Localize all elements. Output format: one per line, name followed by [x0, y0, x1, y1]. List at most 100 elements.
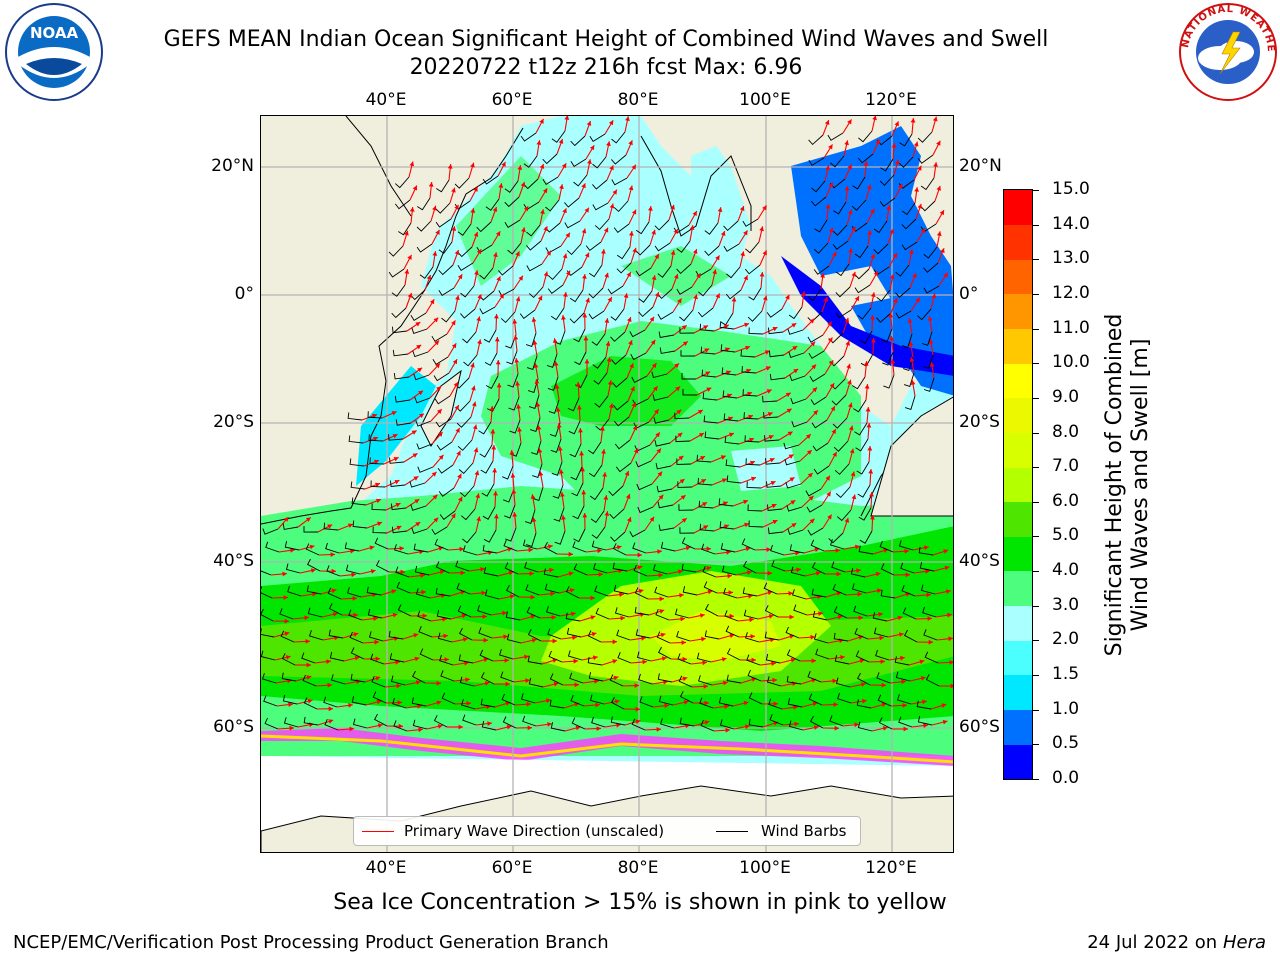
wave-arrow-head	[482, 614, 487, 619]
wave-arrow-head	[868, 469, 874, 474]
wind-barb	[305, 543, 320, 556]
wind-barb	[607, 285, 624, 295]
wave-arrow-head	[553, 681, 559, 687]
wind-barb	[479, 444, 493, 458]
wave-arrow-head	[815, 571, 821, 576]
wave-arrow-head	[481, 590, 486, 596]
wave-arrow-head	[374, 459, 379, 465]
wind-barb	[588, 264, 603, 278]
wind-barb	[747, 310, 763, 322]
wind-barb	[592, 179, 608, 190]
wind-barb	[547, 284, 564, 295]
wave-arrow-head	[926, 592, 931, 598]
wave-arrow-head	[514, 358, 520, 363]
wave-arrow-head	[764, 350, 770, 355]
wave-arrow-head	[840, 655, 845, 660]
wind-barb	[767, 327, 784, 335]
wind-barb	[698, 675, 713, 686]
wave-arrow-head	[422, 613, 427, 619]
wave-arrow-head	[721, 478, 727, 483]
wave-arrow-head	[590, 595, 595, 601]
wave-arrow-head	[703, 684, 708, 689]
wave-arrow-head	[452, 359, 458, 365]
wave-arrow-head	[581, 490, 587, 495]
wind-barb	[682, 388, 698, 396]
wind-barb	[786, 505, 803, 512]
wind-barb	[697, 307, 714, 318]
wind-barb	[523, 178, 539, 190]
colorbar-cell	[1004, 501, 1032, 537]
wave-direction-label: Primary Wave Direction (unscaled)	[404, 822, 665, 840]
wave-arrow-head	[288, 702, 293, 707]
wave-arrow-head	[552, 338, 558, 343]
wave-arrow-head	[347, 523, 353, 528]
wave-arrow-head	[680, 616, 685, 622]
wind-barb	[880, 563, 895, 576]
wave-arrow-head	[749, 617, 754, 623]
lon-tick-top: 60°E	[491, 90, 533, 110]
wave-arrow-head	[787, 431, 793, 436]
wave-arrow-head	[391, 411, 397, 416]
lat-tick-right: 0°	[959, 284, 979, 304]
wave-arrow-head	[834, 725, 839, 731]
wave-arrow-head	[568, 551, 573, 557]
wave-arrow-head	[376, 498, 381, 504]
wave-arrow-head	[561, 315, 566, 320]
wave-arrow-head	[748, 593, 753, 599]
wave-arrow-head	[715, 255, 720, 261]
wind-barb	[503, 540, 518, 552]
wind-barb	[787, 698, 803, 708]
wave-arrow-head	[881, 682, 886, 688]
wind-barb	[635, 244, 651, 256]
wave-arrow-head	[472, 424, 478, 430]
wind-barb	[922, 354, 934, 369]
wind-barb	[438, 241, 453, 254]
wind-barb	[525, 584, 540, 596]
wave-arrow-head	[456, 450, 461, 456]
wave-arrow-head	[505, 681, 510, 687]
wave-arrow-head	[565, 270, 571, 276]
wave-arrow-head	[746, 570, 752, 575]
wave-arrow-head	[348, 703, 353, 708]
wind-barb	[681, 373, 696, 380]
wind-barb	[810, 196, 827, 207]
wind-barb	[457, 605, 472, 618]
wind-barb	[898, 156, 914, 168]
wave-arrow-head	[513, 335, 519, 340]
wind-barb	[545, 199, 560, 212]
wave-arrow-head	[414, 656, 420, 662]
wave-arrow-head	[786, 408, 792, 414]
wind-barb	[830, 539, 845, 550]
wind-barb	[462, 545, 478, 556]
wind-barb	[571, 717, 586, 730]
wind-barb	[857, 307, 872, 320]
wave-arrow-head	[848, 248, 853, 253]
wind-barb	[833, 606, 848, 619]
wind-barb	[570, 135, 586, 147]
wind-barb	[857, 153, 874, 164]
wave-arrow-head	[767, 570, 772, 576]
wind-barb	[410, 289, 426, 301]
wind-barb	[499, 649, 514, 660]
wave-arrow-head	[949, 660, 953, 665]
lon-tick-bottom: 120°E	[865, 858, 917, 878]
wind-barb	[811, 419, 828, 429]
wave-arrow-head	[465, 677, 470, 683]
wind-barb	[347, 412, 363, 421]
wave-arrow-head	[520, 182, 526, 187]
wave-arrow-head	[612, 659, 618, 664]
wave-arrow-head	[451, 226, 457, 231]
wind-barb	[831, 394, 847, 406]
wave-arrow-head	[373, 436, 378, 442]
wind-barb	[719, 321, 735, 330]
wind-barb	[917, 154, 934, 164]
wave-arrow-head	[432, 205, 437, 211]
wind-barb	[876, 289, 891, 302]
colorbar-cell	[1004, 675, 1032, 711]
wave-arrow-head	[701, 479, 706, 484]
wind-barb	[458, 654, 474, 664]
wave-arrow-head	[809, 318, 815, 324]
wave-arrow-head	[432, 251, 438, 256]
sea-ice-edge-yellow	[261, 734, 953, 764]
wave-arrow-head	[943, 549, 949, 554]
